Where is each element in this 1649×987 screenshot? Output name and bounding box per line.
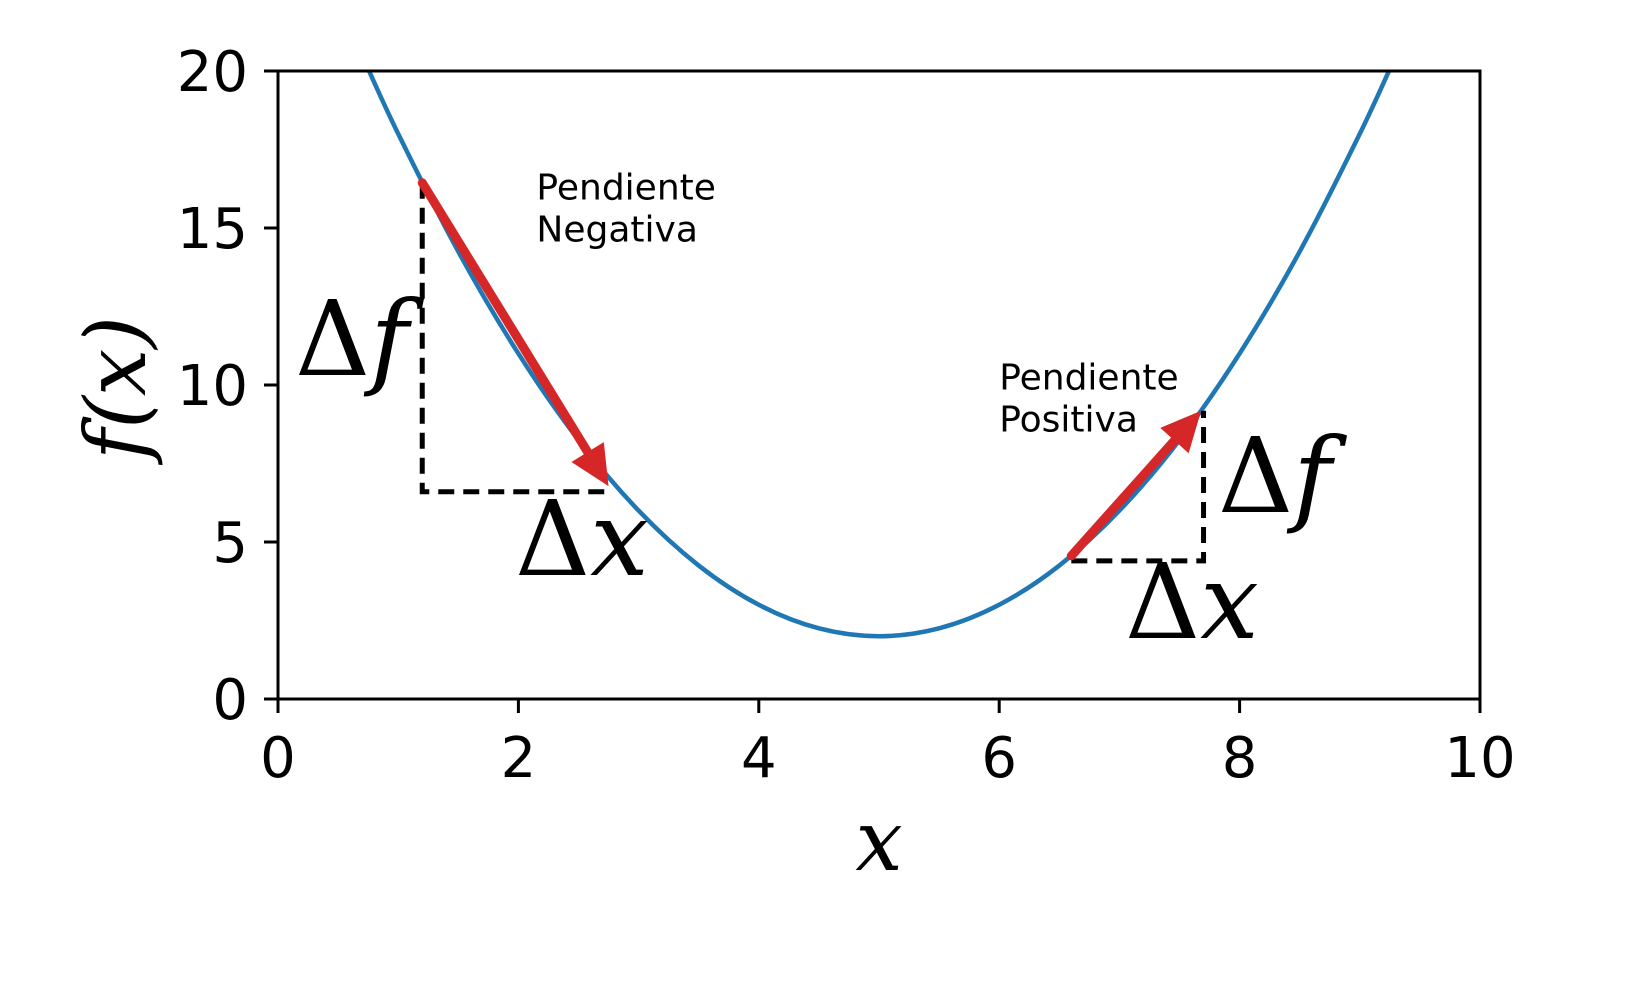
y-tick-label: 15 [177,197,248,262]
slope-arrow-head [1160,410,1202,454]
delta-x-label: Δx [515,478,649,600]
y-axis: 0 5 10 15 20 [177,40,278,733]
annotation-label-line: Negativa [536,210,697,251]
curve-layer [366,71,1392,639]
y-axis-label: f(x) [67,316,165,466]
x-axis: 0 2 4 6 8 10 [260,699,1516,791]
slope-arrow-head [571,442,609,487]
y-tick-label: 0 [212,668,248,733]
plot-frame [276,69,1482,701]
x-tick-label: 0 [260,726,296,791]
slope-arrow-shaft [1066,436,1179,561]
y-tick-label: 20 [177,40,248,105]
slope-arrow-shaft [417,178,593,457]
x-tick-label: 6 [981,726,1017,791]
x-tick-label: 2 [501,726,537,791]
x-tick-label: 8 [1222,726,1258,791]
delta-f-label: Δf [295,278,424,400]
y-tick-label: 5 [212,511,248,576]
series-line [366,71,1392,639]
delta-guide [1071,410,1207,564]
x-tick-label: 4 [741,726,777,791]
y-tick-label: 10 [177,354,248,419]
annotation-label-line: Pendiente [536,168,715,209]
annotation-label-line: Pendiente [999,358,1178,399]
delta-x-label: Δx [1125,541,1259,663]
annotation-label-line: Positiva [999,400,1138,441]
x-axis-label: x [855,792,902,890]
delta-f-label: Δf [1218,415,1347,537]
delta-guide [419,182,609,495]
x-tick-label: 10 [1444,726,1515,791]
